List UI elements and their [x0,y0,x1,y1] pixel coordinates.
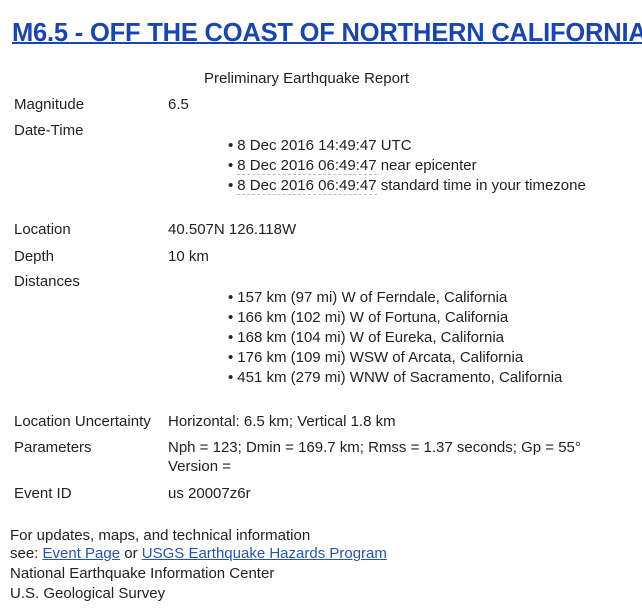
magnitude-value: 6.5 [168,96,189,113]
datetime-suffix: near epicenter [376,157,477,174]
datetime-label: Date-Time [14,122,84,139]
datetime-value: 8 Dec 2016 06:49:47 [237,157,377,175]
footer-info: For updates, maps, and technical informa… [10,527,311,544]
depth-label: Depth [14,248,55,265]
distances-label: Distances [14,273,80,290]
datetime-item: 8 Dec 2016 06:49:47 near epicenter [228,156,586,176]
distance-item: 176 km (109 mi) WSW of Arcata, Californi… [228,348,562,368]
datetime-suffix: standard time in your timezone [376,177,586,194]
event-page-link[interactable]: Event Page [42,545,121,562]
footer-links: see: Event Page or USGS Earthquake Hazar… [10,545,387,563]
datetime-suffix: UTC [376,137,412,154]
datetime-item: 8 Dec 2016 14:49:47 UTC [228,136,586,156]
event-id-value: us 20007z6r [168,485,251,502]
parameters-value: Nph = 123; Dmin = 169.7 km; Rmss = 1.37 … [168,439,581,456]
depth-value: 10 km [168,248,209,265]
location-value: 40.507N 126.118W [168,221,297,238]
distance-item: 168 km (104 mi) W of Eureka, California [228,328,562,348]
parameters-label: Parameters [14,439,92,456]
distance-item: 157 km (97 mi) W of Ferndale, California [228,288,562,308]
version-value: Version = [168,458,231,475]
page-title[interactable]: M6.5 - OFF THE COAST OF NORTHERN CALIFOR… [12,19,642,47]
location-label: Location [14,221,71,238]
event-id-label: Event ID [14,485,72,502]
footer-neic: National Earthquake Information Center [10,565,275,582]
or-text: or [120,545,142,562]
distances-list: 157 km (97 mi) W of Ferndale, California… [228,288,562,388]
distance-item: 166 km (102 mi) W of Fortuna, California [228,308,562,328]
see-text: see: [10,545,43,562]
report-subtitle: Preliminary Earthquake Report [204,70,410,87]
datetime-value: 8 Dec 2016 06:49:47 [237,177,377,195]
uncertainty-label: Location Uncertainty [14,413,151,430]
distance-item: 451 km (279 mi) WNW of Sacramento, Calif… [228,368,562,388]
footer-usgs: U.S. Geological Survey [10,585,166,602]
datetime-list: 8 Dec 2016 14:49:47 UTC 8 Dec 2016 06:49… [228,136,586,196]
datetime-value: 8 Dec 2016 14:49:47 [237,137,377,154]
usgs-hazards-link[interactable]: USGS Earthquake Hazards Program [141,545,387,562]
magnitude-label: Magnitude [14,96,85,113]
datetime-item: 8 Dec 2016 06:49:47 standard time in you… [228,176,586,196]
uncertainty-value: Horizontal: 6.5 km; Vertical 1.8 km [168,413,396,430]
